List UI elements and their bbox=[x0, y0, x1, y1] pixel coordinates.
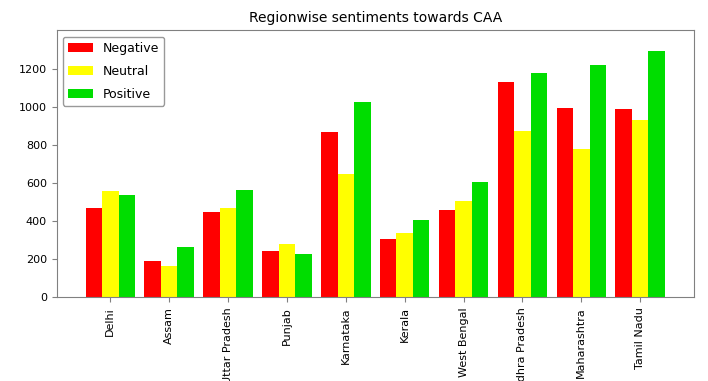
Bar bbox=[531, 73, 547, 297]
Bar bbox=[203, 213, 219, 297]
Bar bbox=[219, 208, 236, 297]
Bar bbox=[279, 244, 295, 297]
Bar bbox=[498, 82, 514, 297]
Bar bbox=[178, 247, 194, 297]
Title: Regionwise sentiments towards CAA: Regionwise sentiments towards CAA bbox=[249, 11, 502, 25]
Bar bbox=[455, 201, 472, 297]
Bar bbox=[632, 120, 649, 297]
Bar bbox=[295, 255, 312, 297]
Bar bbox=[556, 107, 573, 297]
Bar bbox=[590, 65, 606, 297]
Bar bbox=[236, 189, 253, 297]
Bar bbox=[413, 220, 429, 297]
Bar bbox=[262, 251, 279, 297]
Bar bbox=[144, 261, 161, 297]
Bar bbox=[321, 132, 338, 297]
Bar bbox=[439, 210, 455, 297]
Bar bbox=[354, 102, 370, 297]
Bar bbox=[86, 208, 102, 297]
Bar bbox=[396, 233, 413, 297]
Bar bbox=[102, 190, 118, 297]
Bar bbox=[380, 239, 396, 297]
Bar bbox=[118, 195, 135, 297]
Bar bbox=[615, 109, 632, 297]
Bar bbox=[338, 174, 354, 297]
Legend: Negative, Neutral, Positive: Negative, Neutral, Positive bbox=[63, 37, 164, 106]
Bar bbox=[514, 131, 531, 297]
Bar bbox=[649, 51, 665, 297]
Bar bbox=[573, 149, 590, 297]
Bar bbox=[472, 182, 489, 297]
Bar bbox=[161, 266, 178, 297]
